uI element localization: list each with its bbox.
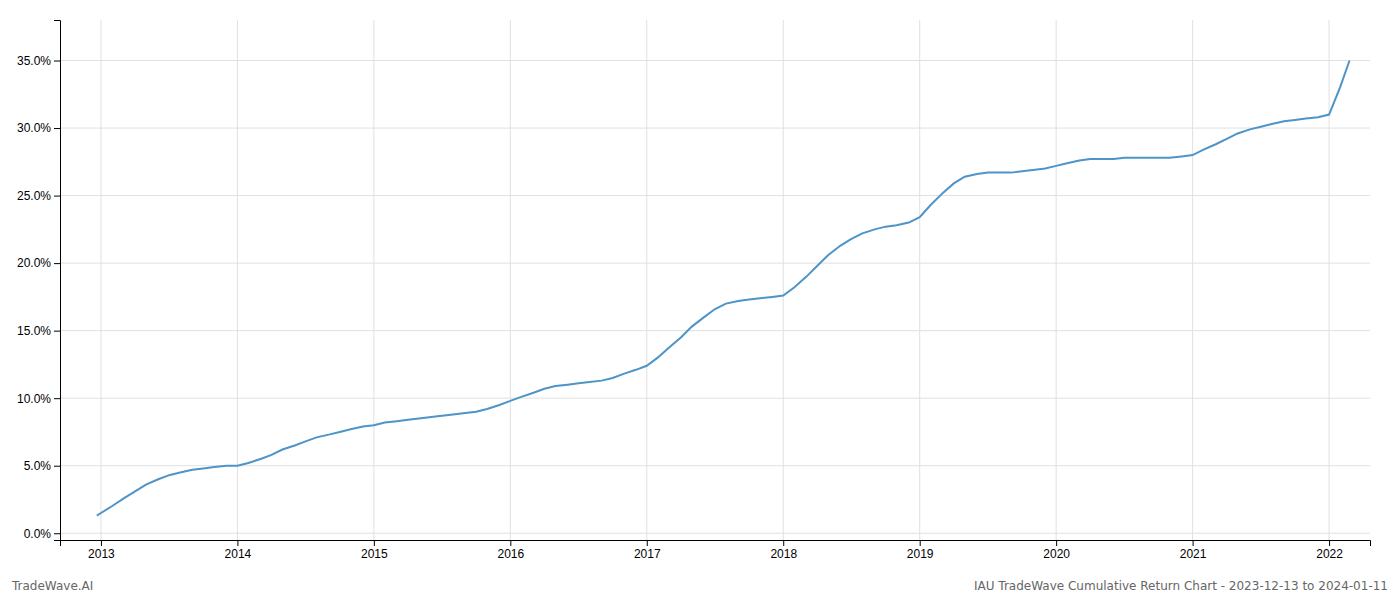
grid-line [919,20,920,540]
tick-label: 2020 [1043,547,1070,561]
tick-label: 2017 [634,547,661,561]
tick-label: 2022 [1316,547,1343,561]
x-tick: 2022 [1316,540,1343,561]
tick-mark [647,540,648,546]
axis-line [54,21,61,541]
y-tick: 10.0% [17,392,60,406]
grid-line [510,20,511,540]
y-tick: 0.0% [24,527,60,541]
grid-line [60,195,1370,196]
tick-mark [101,540,102,546]
grid-line [783,20,784,540]
x-tick: 2019 [907,540,934,561]
tick-label: 25.0% [17,189,51,203]
tick-mark [54,61,60,62]
x-axis: 2013 2014 2015 2016 2017 2018 2019 2020 2021 2022 [61,540,1371,561]
tick-mark [1329,540,1330,546]
tick-mark [54,398,60,399]
grid-line [60,533,1370,534]
tick-mark [54,263,60,264]
y-axis: 0.0% 5.0% 10.0% 15.0% 20.0% 25.0% 30.0% 35.0% [17,21,61,541]
grid-line [373,20,374,540]
x-tick: 2018 [770,540,797,561]
tick-mark [54,466,60,467]
tick-label: 2016 [497,547,524,561]
axis-line [61,541,1371,547]
x-tick: 2021 [1180,540,1207,561]
grid-line [1056,20,1057,540]
x-tick: 2015 [361,540,388,561]
marks [97,61,1350,516]
x-tick: 2020 [1043,540,1070,561]
tick-label: 5.0% [24,459,52,473]
y-tick: 25.0% [17,189,60,203]
tick-mark [783,540,784,546]
tick-mark [920,540,921,546]
tick-mark [1056,540,1057,546]
tick-label: 20.0% [17,256,51,270]
tick-label: 2021 [1180,547,1207,561]
tick-mark [237,540,238,546]
grid-line [60,398,1370,399]
tick-label: 2018 [770,547,797,561]
y-tick: 5.0% [24,459,60,473]
line [97,61,1350,516]
grid-line [60,330,1370,331]
footer-text: TradeWave.AI [11,579,93,593]
tick-label: 2015 [361,547,388,561]
tick-label: 30.0% [17,121,51,135]
tick-label: 2013 [88,547,115,561]
x-tick: 2013 [88,540,115,561]
y-tick: 20.0% [17,256,60,270]
grid-line [100,20,101,540]
y-tick: 15.0% [17,324,60,338]
tick-mark [54,196,60,197]
tick-label: 2019 [907,547,934,561]
grid [60,20,1370,540]
tick-label: 2014 [225,547,252,561]
footer-text: IAU TradeWave Cumulative Return Chart - … [974,579,1388,593]
x-tick: 2017 [634,540,661,561]
x-tick: 2014 [225,540,252,561]
y-tick: 35.0% [17,54,60,68]
tick-mark [54,533,60,534]
plot: 2013 2014 2015 2016 2017 2018 2019 2020 2021 2022… [17,20,1371,561]
grid-line [60,60,1370,61]
grid-line [60,465,1370,466]
tick-mark [510,540,511,546]
tick-mark [1193,540,1194,546]
tick-mark [54,331,60,332]
chart: 2013 2014 2015 2016 2017 2018 2019 2020 2021 2022… [0,0,1400,600]
grid-line [237,20,238,540]
x-tick: 2016 [497,540,524,561]
tick-mark [374,540,375,546]
y-tick: 30.0% [17,121,60,135]
grid-line [60,128,1370,129]
grid-line [646,20,647,540]
tick-label: 15.0% [17,324,51,338]
tick-label: 35.0% [17,54,51,68]
grid-line [1329,20,1330,540]
grid-line [60,263,1370,264]
grid-line [1192,20,1193,540]
tick-label: 10.0% [17,392,51,406]
tick-label: 0.0% [24,527,52,541]
tick-mark [54,128,60,129]
